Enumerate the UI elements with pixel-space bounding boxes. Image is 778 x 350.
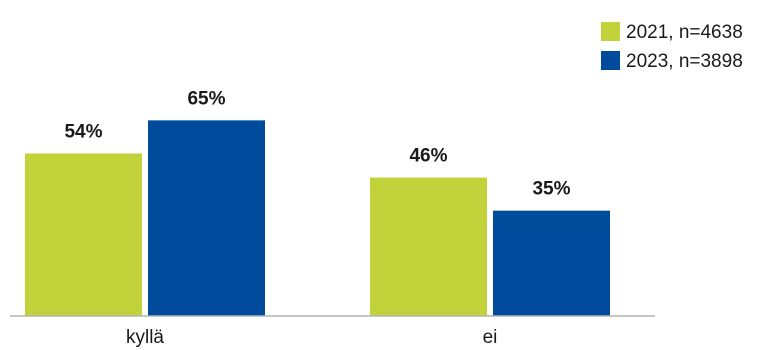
- data-label: 54%: [64, 121, 102, 142]
- bar-kyll-2023-n-3898: [148, 120, 265, 316]
- data-label: 35%: [532, 179, 570, 200]
- data-labels-layer: 54% 65% 46% 35%: [64, 88, 570, 199]
- bar-ei-2021-n-4638: [370, 177, 487, 316]
- legend-label: 2021, n=4638: [626, 22, 743, 43]
- legend-swatch: [601, 51, 620, 70]
- data-label: 65%: [187, 88, 225, 109]
- bar-kyll-2021-n-4638: [25, 153, 142, 316]
- data-label: 46%: [409, 146, 447, 167]
- legend-label: 2023, n=3898: [626, 51, 743, 72]
- legend: 2021, n=4638 2023, n=3898: [601, 22, 743, 72]
- x-tick-labels: kyllä ei: [126, 327, 497, 348]
- legend-swatch: [601, 22, 620, 41]
- x-tick-label: ei: [483, 327, 498, 348]
- x-tick-label: kyllä: [126, 327, 164, 348]
- bars-layer: [25, 120, 610, 316]
- bar-ei-2023-n-3898: [493, 210, 610, 316]
